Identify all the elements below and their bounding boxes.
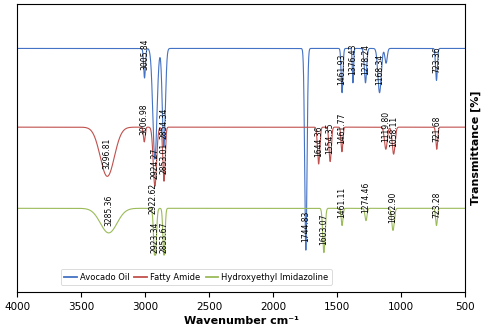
Text: 1554.35: 1554.35 — [326, 123, 334, 154]
Text: 1376.43: 1376.43 — [348, 44, 358, 75]
Text: 3285.36: 3285.36 — [104, 194, 113, 225]
Text: 1168.34: 1168.34 — [375, 54, 384, 85]
Text: 1119.80: 1119.80 — [381, 111, 390, 142]
Text: 1744.83: 1744.83 — [302, 211, 310, 242]
Text: 1062.90: 1062.90 — [388, 192, 398, 223]
Text: 2854.34: 2854.34 — [160, 108, 168, 139]
Text: 723.28: 723.28 — [432, 192, 441, 218]
Text: 2922.62: 2922.62 — [148, 183, 158, 214]
Text: 3006.98: 3006.98 — [140, 103, 149, 135]
X-axis label: Wavenumber cm⁻¹: Wavenumber cm⁻¹ — [184, 316, 298, 326]
Text: 2853.67: 2853.67 — [160, 221, 168, 252]
Text: 3005.84: 3005.84 — [140, 39, 149, 70]
Text: 2853.01: 2853.01 — [160, 143, 168, 174]
Y-axis label: Transmittance [%]: Transmittance [%] — [470, 91, 481, 205]
Text: 3296.81: 3296.81 — [102, 138, 112, 169]
Text: 2924.27: 2924.27 — [150, 148, 160, 179]
Text: 1461.11: 1461.11 — [338, 187, 346, 218]
Text: 1274.46: 1274.46 — [362, 182, 370, 213]
Text: 2923.34: 2923.34 — [150, 221, 160, 252]
Text: 1603.07: 1603.07 — [320, 214, 328, 245]
Text: 1058.11: 1058.11 — [389, 116, 398, 147]
Text: 1278.24: 1278.24 — [361, 44, 370, 76]
Legend: Avocado Oil, Fatty Amide, Hydroxyethyl Imidazoline: Avocado Oil, Fatty Amide, Hydroxyethyl I… — [60, 269, 332, 285]
Text: 1644.36: 1644.36 — [314, 125, 323, 157]
Text: 1461.77: 1461.77 — [338, 113, 346, 144]
Text: 723.36: 723.36 — [432, 47, 441, 73]
Text: 1461.93: 1461.93 — [338, 54, 346, 85]
Text: 721.68: 721.68 — [432, 115, 441, 142]
